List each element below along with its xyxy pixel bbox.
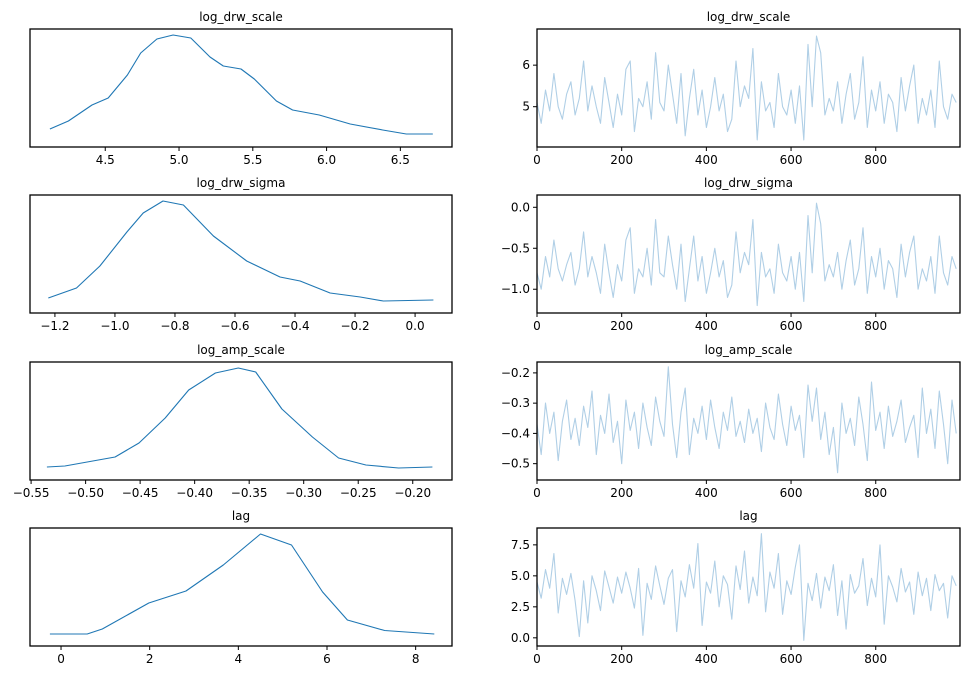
kde-curve <box>49 34 433 135</box>
trace-xtick-label: 400 <box>695 319 718 333</box>
kde-xtick-label: −0.30 <box>285 486 322 500</box>
kde-xtick-label: 5.5 <box>243 153 262 167</box>
kde-xtick-label: 5.0 <box>169 153 188 167</box>
kde-xtick-label: 4 <box>235 652 243 666</box>
kde-xtick-label: 4.5 <box>96 153 115 167</box>
kde-curve <box>46 367 433 469</box>
kde-title: lag <box>232 509 250 523</box>
kde-title: log_drw_scale <box>199 10 283 24</box>
trace-title: log_amp_scale <box>705 343 793 357</box>
trace-line <box>536 35 957 141</box>
trace-xtick-label: 800 <box>864 652 887 666</box>
kde-axes-frame <box>29 527 453 647</box>
trace-line <box>536 533 957 641</box>
trace-panel: lag 0 200 400 600 800 0.0 2.5 5.0 7.5 <box>511 509 961 666</box>
kde-title: log_amp_scale <box>197 343 285 357</box>
trace-xtick-label: 200 <box>610 486 633 500</box>
trace-xtick-label: 0 <box>533 319 541 333</box>
kde-panel: log_amp_scale −0.55 −0.50 −0.45 −0.40 −0.35 −0… <box>13 343 453 500</box>
trace-panel: log_drw_scale 0 200 400 600 800 5 6 <box>522 10 961 167</box>
trace-ytick-label: 7.5 <box>511 538 530 552</box>
trace-title: lag <box>739 509 757 523</box>
trace-ytick-label: 0.0 <box>511 631 530 645</box>
kde-xtick-label: −0.25 <box>340 486 377 500</box>
trace-xtick-label: 0 <box>533 652 541 666</box>
trace-xtick-label: 600 <box>780 153 803 167</box>
panel-row-lag: lag 0 2 4 6 8 lag 0 200 400 600 800 0.0 2.5 5.0 7.5 <box>29 509 961 666</box>
kde-axes-frame <box>29 28 453 148</box>
trace-xtick-label: 600 <box>780 652 803 666</box>
kde-title: log_drw_sigma <box>197 176 286 190</box>
trace-ytick-label: 5.0 <box>511 569 530 583</box>
kde-xtick-label: −0.20 <box>394 486 431 500</box>
trace-ytick-label: −0.4 <box>501 426 530 440</box>
trace-ytick-label: −0.2 <box>501 366 530 380</box>
trace-xtick-label: 0 <box>533 486 541 500</box>
kde-xtick-label: 0 <box>57 652 65 666</box>
kde-xtick-label: 8 <box>412 652 420 666</box>
trace-panel: log_amp_scale 0 200 400 600 800 −0.5 −0.4 −0.3 −0… <box>501 343 961 500</box>
kde-xtick-label: −0.40 <box>176 486 213 500</box>
kde-panel: log_drw_sigma −1.2 −1.0 −0.8 −0.6 −0.4 −0.2 0.0 <box>29 176 453 333</box>
trace-ytick-label: 5 <box>522 100 530 114</box>
trace-ytick-label: 6 <box>522 58 530 72</box>
trace-xtick-label: 400 <box>695 153 718 167</box>
trace-line <box>536 366 957 474</box>
panel-row-log-drw-sigma: log_drw_sigma −1.2 −1.0 −0.8 −0.6 −0.4 −0.2 0.0… <box>29 176 961 333</box>
trace-xtick-label: 200 <box>610 153 633 167</box>
kde-xtick-label: −0.4 <box>280 319 309 333</box>
trace-axes-frame <box>536 361 961 481</box>
kde-xtick-label: 6.0 <box>317 153 336 167</box>
kde-xtick-label: −1.2 <box>40 319 69 333</box>
trace-xtick-label: 600 <box>780 486 803 500</box>
trace-xtick-label: 800 <box>864 153 887 167</box>
kde-xtick-label: −0.35 <box>231 486 268 500</box>
trace-ytick-label: −0.5 <box>501 457 530 471</box>
kde-curve <box>49 533 435 635</box>
kde-curve <box>48 200 434 302</box>
trace-title: log_drw_scale <box>707 10 791 24</box>
trace-xtick-label: 400 <box>695 652 718 666</box>
kde-panel: log_drw_scale 4.5 5.0 5.5 6.0 6.5 <box>29 10 453 167</box>
trace-xtick-label: 400 <box>695 486 718 500</box>
trace-xtick-label: 800 <box>864 319 887 333</box>
kde-xtick-label: −0.45 <box>122 486 159 500</box>
trace-ytick-label: 0.0 <box>511 200 530 214</box>
trace-panel: log_drw_sigma 0 200 400 600 800 −1.0 −0.5 0.0 <box>501 176 961 333</box>
kde-xtick-label: −1.0 <box>100 319 129 333</box>
kde-axes-frame <box>29 194 453 314</box>
trace-ytick-label: −0.3 <box>501 396 530 410</box>
kde-xtick-label: −0.50 <box>67 486 104 500</box>
trace-ytick-label: 2.5 <box>511 600 530 614</box>
kde-panel: lag 0 2 4 6 8 <box>29 509 453 666</box>
trace-ytick-label: −0.5 <box>501 241 530 255</box>
trace-axes-frame <box>536 194 961 314</box>
trace-axes-frame <box>536 527 961 647</box>
kde-xtick-label: −0.55 <box>13 486 50 500</box>
trace-title: log_drw_sigma <box>704 176 793 190</box>
trace-ytick-label: −1.0 <box>501 282 530 296</box>
kde-axes-frame <box>29 361 453 481</box>
kde-xtick-label: −0.8 <box>160 319 189 333</box>
trace-xtick-label: 200 <box>610 319 633 333</box>
trace-xtick-label: 200 <box>610 652 633 666</box>
trace-axes-frame <box>536 28 961 148</box>
trace-xtick-label: 600 <box>780 319 803 333</box>
kde-xtick-label: 2 <box>146 652 154 666</box>
kde-xtick-label: 6 <box>323 652 331 666</box>
trace-xtick-label: 0 <box>533 153 541 167</box>
trace-line <box>536 202 957 307</box>
kde-xtick-label: −0.2 <box>340 319 369 333</box>
kde-xtick-label: 0.0 <box>406 319 425 333</box>
kde-xtick-label: −0.6 <box>220 319 249 333</box>
trace-xtick-label: 800 <box>864 486 887 500</box>
panel-row-log-amp-scale: log_amp_scale−0.55 −0.50 −0.45 −0.40 −0.35 −0… <box>13 343 961 500</box>
kde-xtick-label: 6.5 <box>391 153 410 167</box>
